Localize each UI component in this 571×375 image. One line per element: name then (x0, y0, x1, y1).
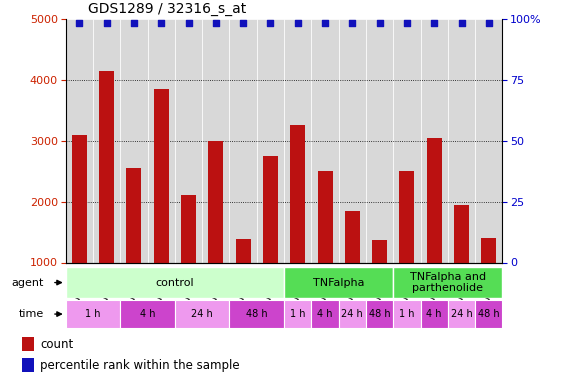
Point (375, 20, 384, 26)
Bar (427, 138, 442, 323)
Point (156, 20, 166, 26)
Text: time: time (19, 309, 44, 319)
Text: 4 h: 4 h (317, 309, 333, 319)
Bar (284, 267, 393, 298)
FancyBboxPatch shape (284, 19, 311, 262)
FancyBboxPatch shape (120, 19, 147, 262)
Bar (154, 89, 168, 323)
Bar (236, 239, 251, 323)
FancyBboxPatch shape (257, 19, 284, 262)
Bar (263, 156, 278, 323)
FancyBboxPatch shape (147, 19, 175, 262)
FancyBboxPatch shape (175, 19, 202, 262)
Point (320, 20, 329, 26)
Text: 1 h: 1 h (85, 309, 100, 319)
Bar (400, 171, 415, 323)
Text: agent: agent (11, 278, 44, 288)
Text: 48 h: 48 h (369, 309, 391, 319)
Text: 24 h: 24 h (341, 309, 363, 319)
FancyBboxPatch shape (475, 19, 502, 262)
Point (75, 20, 84, 26)
Text: percentile rank within the sample: percentile rank within the sample (40, 358, 240, 372)
FancyBboxPatch shape (393, 19, 421, 262)
Bar (339, 300, 366, 328)
Bar (99, 70, 114, 323)
Text: 48 h: 48 h (478, 309, 500, 319)
Bar (22, 358, 34, 372)
Point (130, 20, 139, 26)
Bar (181, 195, 196, 323)
Bar (454, 205, 469, 323)
Point (239, 20, 248, 26)
Point (293, 20, 302, 26)
Bar (317, 171, 332, 323)
Bar (175, 300, 230, 328)
Bar (230, 300, 284, 328)
FancyBboxPatch shape (230, 19, 257, 262)
Point (266, 20, 275, 26)
Bar (475, 300, 502, 328)
Text: control: control (155, 278, 194, 288)
Text: GDS1289 / 32316_s_at: GDS1289 / 32316_s_at (87, 2, 246, 16)
Bar (120, 300, 175, 328)
Bar (421, 300, 448, 328)
Bar (393, 300, 421, 328)
FancyBboxPatch shape (202, 19, 230, 262)
Text: TNFalpha: TNFalpha (313, 278, 364, 288)
FancyBboxPatch shape (448, 19, 475, 262)
Point (403, 20, 412, 26)
Point (429, 20, 439, 26)
FancyBboxPatch shape (311, 19, 339, 262)
Bar (372, 240, 387, 323)
Text: 4 h: 4 h (140, 309, 155, 319)
Text: 48 h: 48 h (246, 309, 268, 319)
Text: 24 h: 24 h (451, 309, 472, 319)
Bar (208, 141, 223, 323)
FancyBboxPatch shape (93, 19, 120, 262)
Bar (393, 267, 502, 298)
Text: 1 h: 1 h (399, 309, 415, 319)
Bar (66, 300, 120, 328)
Bar (448, 300, 475, 328)
Bar (72, 135, 87, 323)
Text: 24 h: 24 h (191, 309, 213, 319)
Text: TNFalpha and
parthenolide: TNFalpha and parthenolide (410, 272, 486, 293)
Bar (284, 300, 311, 328)
FancyBboxPatch shape (339, 19, 366, 262)
Point (348, 20, 357, 26)
Bar (366, 300, 393, 328)
Point (102, 20, 111, 26)
Text: 1 h: 1 h (290, 309, 305, 319)
Bar (126, 168, 142, 323)
Bar (66, 267, 284, 298)
Point (184, 20, 193, 26)
Point (484, 20, 493, 26)
Point (457, 20, 466, 26)
Bar (345, 211, 360, 323)
Text: 4 h: 4 h (427, 309, 442, 319)
Bar (22, 338, 34, 351)
Text: count: count (40, 338, 73, 351)
FancyBboxPatch shape (66, 19, 93, 262)
Bar (311, 300, 339, 328)
FancyBboxPatch shape (366, 19, 393, 262)
Bar (290, 125, 305, 323)
Bar (481, 238, 496, 323)
FancyBboxPatch shape (421, 19, 448, 262)
Point (211, 20, 220, 26)
